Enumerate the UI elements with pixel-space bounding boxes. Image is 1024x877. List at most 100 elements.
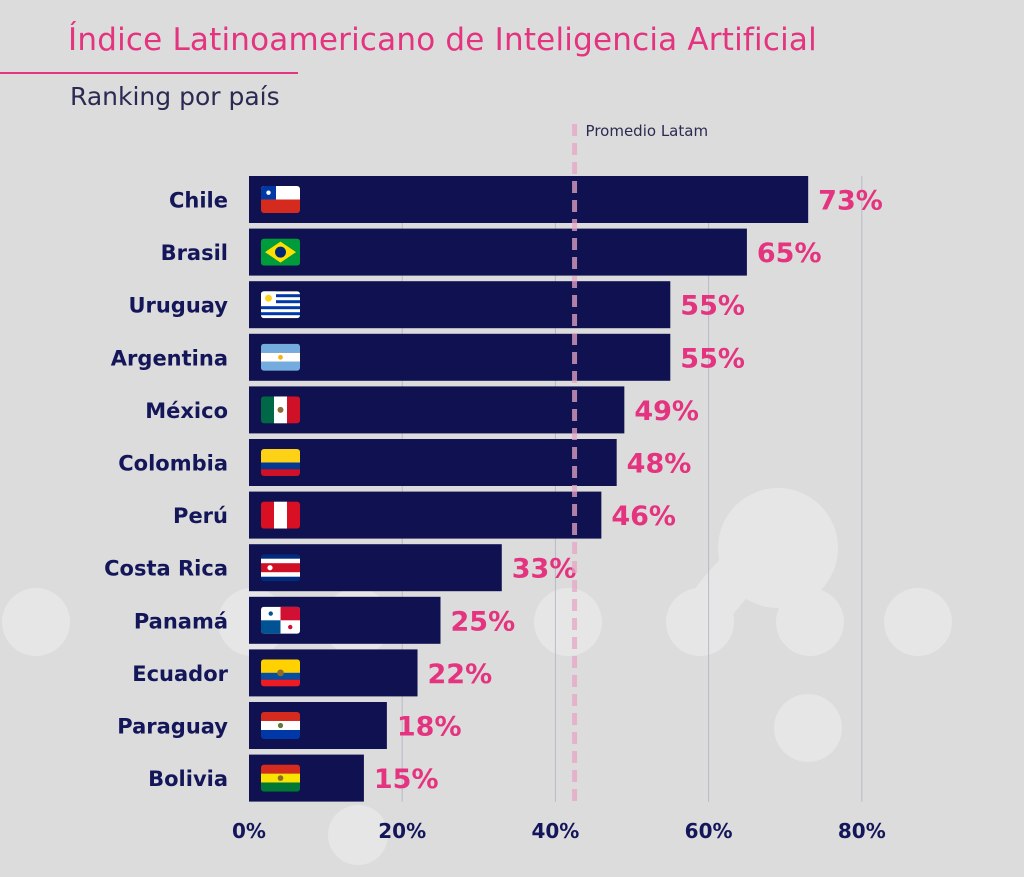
flag-stripe: [261, 306, 300, 310]
x-tick-label: 80%: [838, 819, 886, 843]
flag-emblem: [277, 669, 284, 677]
bar: [249, 386, 625, 434]
category-label: Perú: [173, 504, 228, 528]
panama-flag: [261, 606, 300, 634]
flag-stripe: [261, 659, 300, 673]
flag-stripe: [261, 199, 300, 213]
value-label: 25%: [451, 606, 516, 637]
bar: [249, 281, 671, 329]
bar: [249, 491, 602, 539]
category-label: Brasil: [161, 241, 228, 265]
average-reference-label: Promedio Latam: [586, 122, 709, 140]
value-label: 33%: [512, 554, 577, 585]
flag-body: [261, 238, 300, 266]
value-label: 46%: [611, 501, 676, 532]
flag-stripe: [261, 462, 300, 470]
flag-stripe: [261, 620, 281, 634]
chart-subtitle: Ranking por país: [70, 82, 280, 111]
flag-body: [261, 343, 300, 371]
category-label: Argentina: [111, 346, 228, 370]
flag-sun: [265, 294, 272, 302]
flag-body: [261, 291, 300, 319]
value-label: 49%: [634, 396, 699, 427]
bar: [249, 439, 617, 486]
flag-stripe: [261, 449, 300, 463]
flag-body: [261, 712, 300, 739]
category-label: Ecuador: [132, 662, 228, 686]
flag-stripe: [261, 563, 300, 573]
flag-stripe: [261, 312, 300, 316]
category-label: Bolivia: [148, 767, 228, 791]
flag-stripe: [274, 501, 287, 529]
category-label: Paraguay: [117, 715, 228, 739]
flag-body: [261, 764, 300, 792]
title-underline: [0, 72, 298, 74]
decor-circle: [534, 588, 602, 656]
flag-emblem: [277, 775, 284, 781]
flag-stripe: [287, 396, 300, 424]
flag-stripe: [261, 469, 300, 476]
ecuador-flag: [261, 659, 300, 687]
value-label: 48%: [627, 449, 692, 480]
flag-body: [261, 186, 300, 213]
bolivia-flag: [261, 764, 300, 792]
decor-circle: [884, 588, 952, 656]
flag-stripe: [280, 606, 300, 621]
flag-stripe: [261, 300, 300, 304]
costa-rica-flag: [261, 554, 300, 582]
flag-stripe: [261, 712, 300, 721]
x-tick-label: 20%: [378, 819, 426, 843]
flag-stripe: [261, 396, 274, 424]
flag-stripe: [261, 361, 300, 371]
flag-body: [261, 396, 300, 424]
flag-emblem: [277, 722, 284, 729]
uruguay-flag: [261, 291, 300, 319]
flag-stripe: [287, 501, 300, 529]
decor-circle: [2, 588, 70, 656]
value-label: 55%: [680, 343, 745, 374]
flag-stripe: [261, 501, 274, 529]
x-tick-label: 60%: [685, 819, 733, 843]
flag-stripe: [261, 679, 300, 687]
flag-body: [261, 659, 300, 687]
decor-circle: [328, 805, 388, 865]
value-label: 15%: [374, 764, 439, 795]
flag-star: [268, 611, 273, 616]
x-tick-label: 40%: [531, 819, 579, 843]
flag-body: [261, 449, 300, 476]
argentina-flag: [261, 343, 300, 371]
bar: [249, 176, 809, 223]
flag-body: [261, 554, 300, 582]
flag-sun: [278, 354, 283, 360]
flag-stripe: [261, 294, 300, 298]
brazil-flag: [261, 238, 300, 266]
value-label: 73%: [818, 186, 883, 217]
value-label: 18%: [397, 712, 462, 743]
colombia-flag: [261, 449, 300, 476]
decor-circle: [774, 694, 842, 762]
flag-star: [288, 624, 293, 630]
bar: [249, 333, 671, 381]
flag-body: [261, 606, 300, 634]
value-label: 55%: [680, 291, 745, 322]
flag-stripe: [261, 343, 300, 353]
flag-body: [261, 501, 300, 529]
category-label: Panamá: [134, 609, 228, 633]
category-label: Chile: [169, 189, 228, 213]
x-tick-label: 0%: [232, 819, 266, 843]
chart-title: Índice Latinoamericano de Inteligencia A…: [68, 22, 817, 58]
paraguay-flag: [261, 712, 300, 739]
category-label: Colombia: [118, 452, 228, 476]
peru-flag: [261, 501, 300, 529]
flag-stripe: [261, 730, 300, 739]
chile-flag: [261, 186, 300, 213]
flag-emblem: [277, 406, 284, 413]
flag-star: [266, 190, 271, 195]
mexico-flag: [261, 396, 300, 424]
flag-emblem: [267, 565, 273, 571]
flag-globe: [275, 246, 286, 258]
category-label: México: [145, 399, 228, 423]
flag-stripe: [261, 764, 300, 774]
